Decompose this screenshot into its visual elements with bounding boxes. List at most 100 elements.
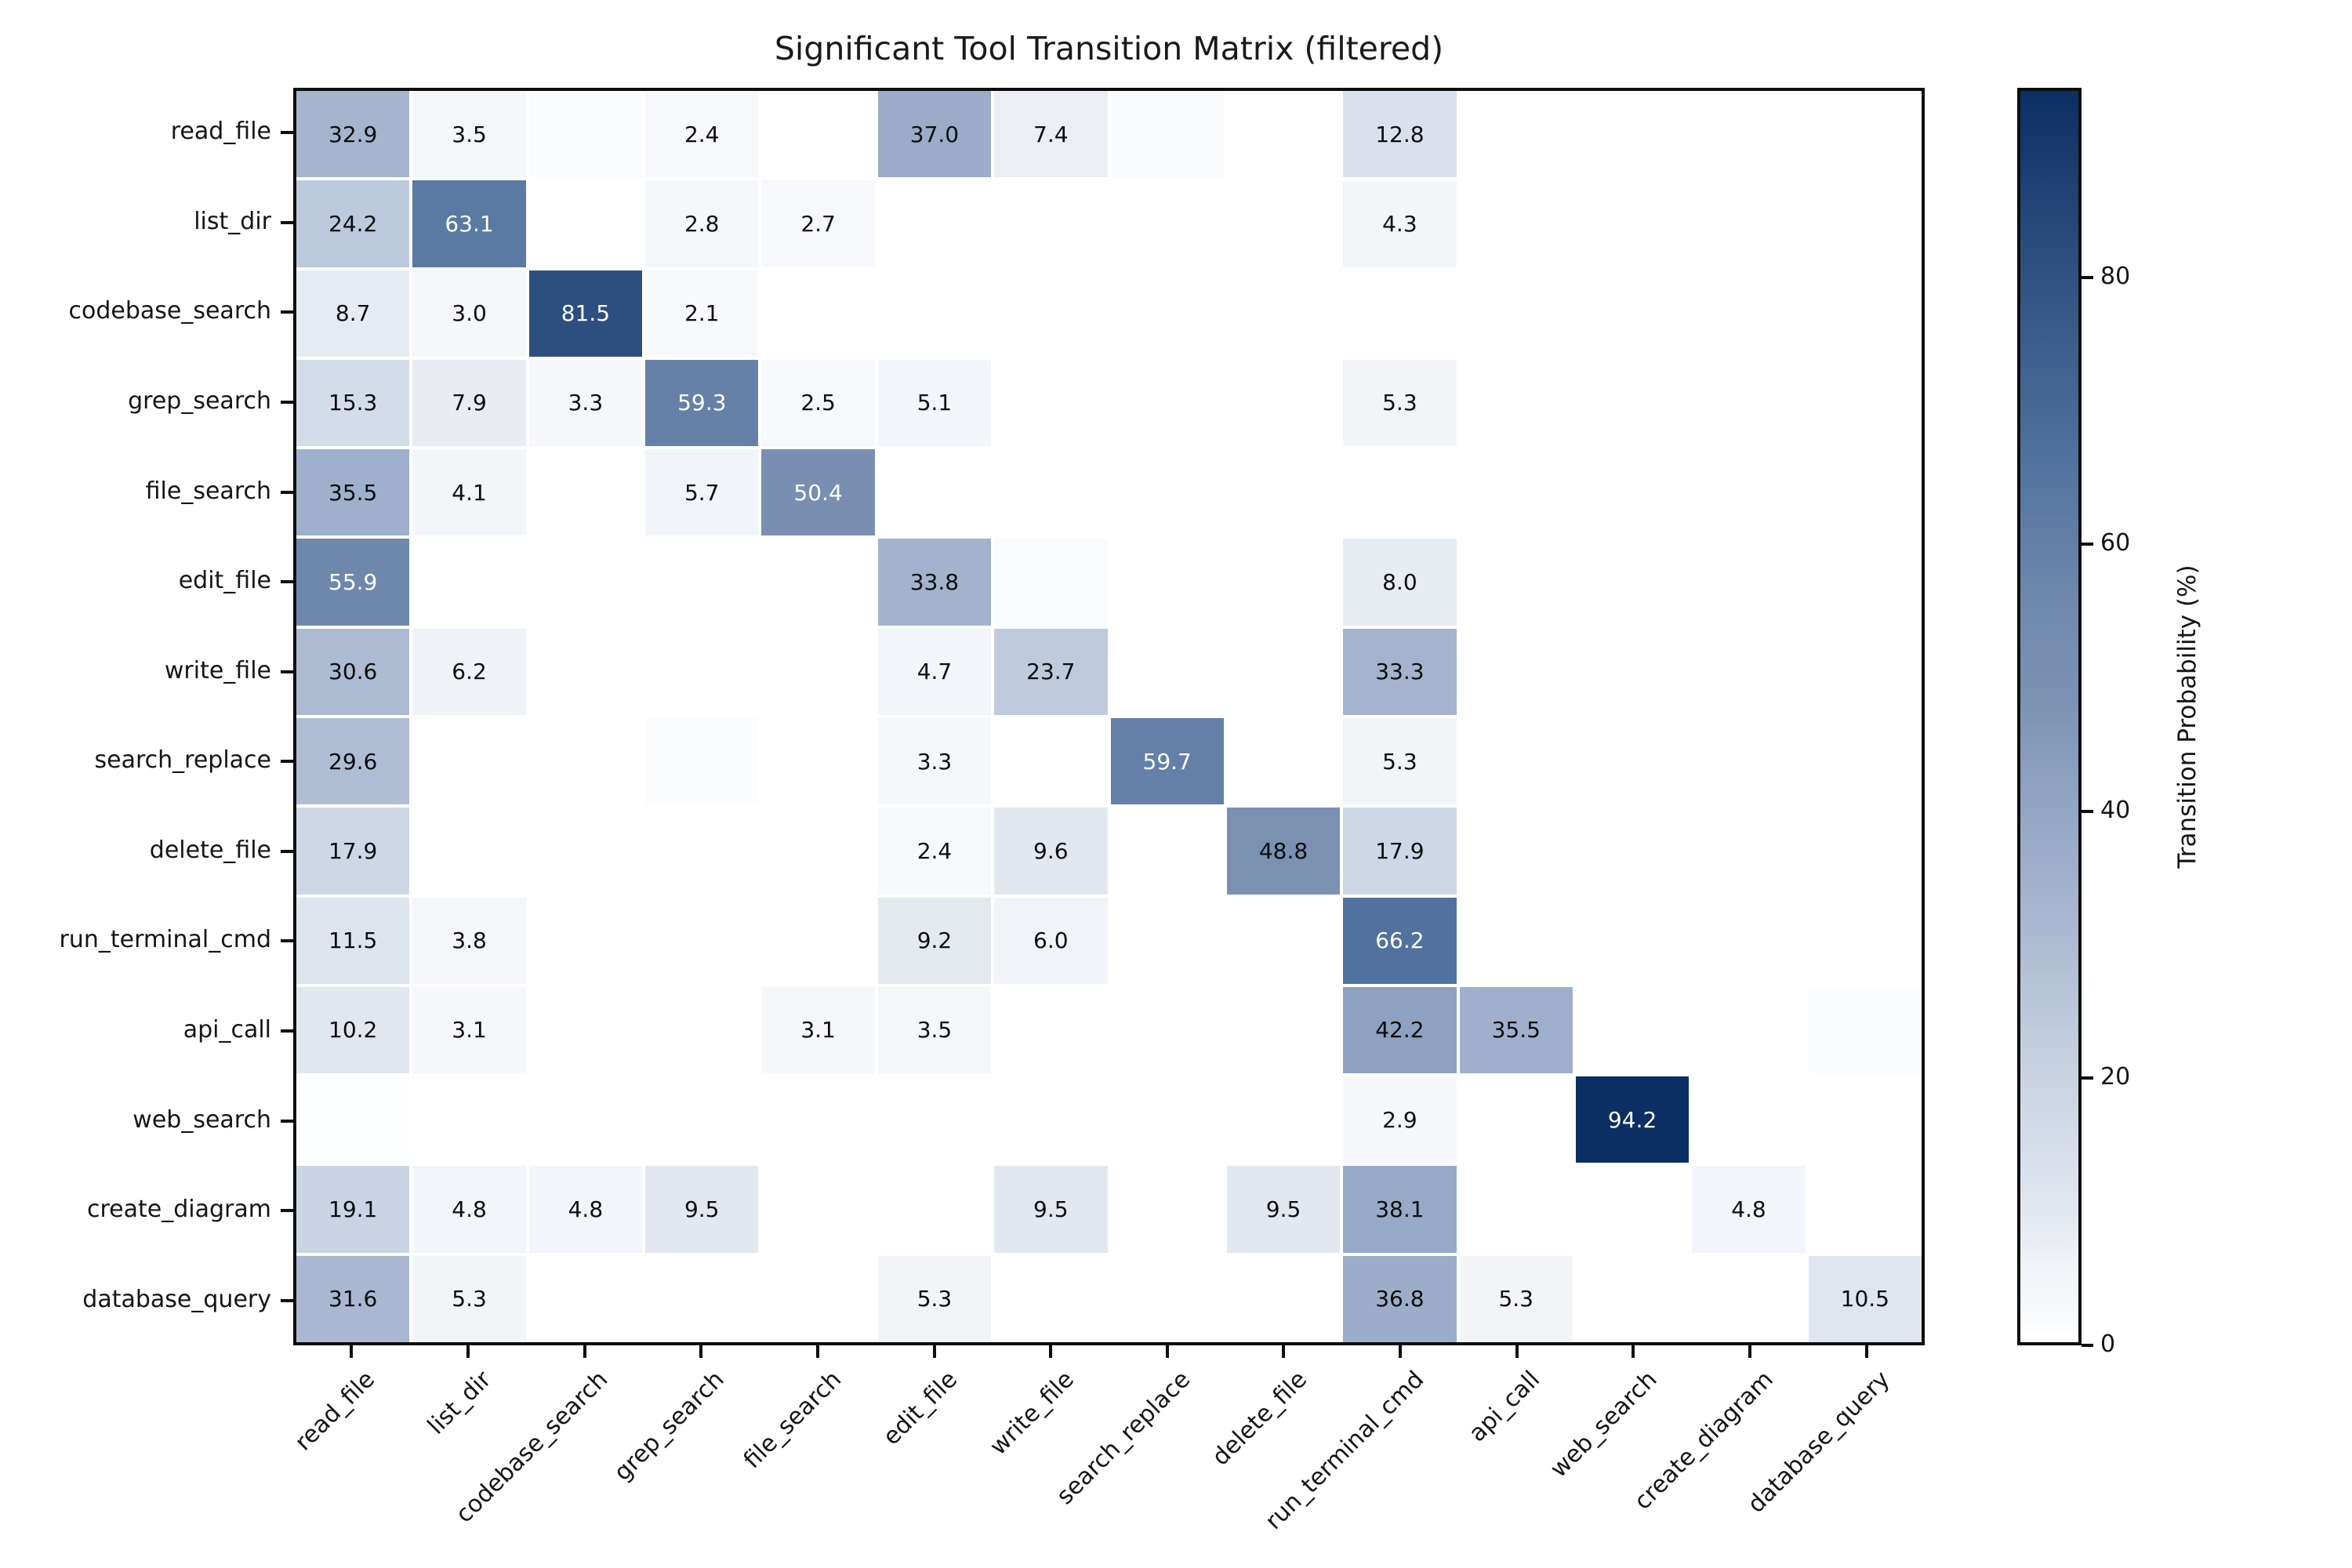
heatmap-cell: 81.5 — [528, 270, 643, 357]
heatmap-cell — [1226, 986, 1341, 1074]
heatmap-cell — [761, 1166, 875, 1253]
heatmap-cell: 4.8 — [528, 1166, 643, 1253]
heatmap-cell: 24.2 — [296, 180, 410, 267]
colorbar-tick-label: 0 — [2100, 1330, 2116, 1358]
heatmap-cell: 59.3 — [645, 359, 759, 447]
heatmap-cell: 2.4 — [645, 91, 759, 178]
heatmap-cell — [1692, 91, 1806, 178]
heatmap-cell: 33.8 — [877, 539, 992, 626]
y-tick-mark — [281, 760, 293, 764]
y-tick-label: file_search — [145, 477, 271, 505]
heatmap-cell — [1808, 359, 1922, 447]
heatmap-cell — [994, 539, 1108, 626]
heatmap-cell — [1110, 808, 1224, 895]
heatmap-cell: 37.0 — [877, 91, 992, 178]
heatmap-cell: 10.2 — [296, 986, 410, 1074]
x-tick-mark — [1049, 1345, 1053, 1358]
heatmap-cell — [528, 539, 643, 626]
y-tick-mark — [281, 490, 293, 494]
colorbar — [2017, 88, 2082, 1345]
heatmap-cell — [1459, 1166, 1573, 1253]
heatmap-cell — [1692, 449, 1806, 536]
heatmap-cell: 17.9 — [1343, 808, 1457, 895]
heatmap-cell — [877, 1166, 992, 1253]
heatmap-cell: 9.5 — [645, 1166, 759, 1253]
heatmap-cell: 35.5 — [1459, 986, 1573, 1074]
y-tick-mark — [281, 670, 293, 673]
heatmap-cell — [1692, 1076, 1806, 1163]
heatmap-cell — [761, 1255, 875, 1342]
heatmap-cell — [645, 808, 759, 895]
heatmap-cell: 4.1 — [412, 449, 526, 536]
heatmap-cell: 3.5 — [412, 91, 526, 178]
heatmap-cell: 3.8 — [412, 897, 526, 984]
heatmap-cell: 5.7 — [645, 449, 759, 536]
y-tick-mark — [281, 310, 293, 314]
heatmap-cell: 3.0 — [412, 270, 526, 357]
heatmap-cell: 2.1 — [645, 270, 759, 357]
heatmap-cell — [1226, 180, 1341, 267]
x-tick-mark — [815, 1345, 819, 1358]
heatmap-cell — [1575, 270, 1690, 357]
heatmap-cell: 9.5 — [1226, 1166, 1341, 1253]
heatmap-cell: 5.3 — [877, 1255, 992, 1342]
heatmap-cell: 42.2 — [1343, 986, 1457, 1074]
y-tick-mark — [281, 220, 293, 224]
x-tick-label: file_search — [738, 1366, 847, 1475]
heatmap-cell — [994, 180, 1108, 267]
y-tick-label: write_file — [164, 656, 271, 684]
heatmap-cell: 2.4 — [877, 808, 992, 895]
heatmap-cell — [1808, 897, 1922, 984]
y-tick-label: list_dir — [194, 207, 271, 235]
heatmap-cell — [412, 539, 526, 626]
heatmap-cell — [761, 628, 875, 715]
heatmap-cell — [412, 717, 526, 805]
heatmap-cell — [645, 539, 759, 626]
heatmap-cell: 19.1 — [296, 1166, 410, 1253]
x-tick-mark — [1282, 1345, 1286, 1358]
heatmap-cell — [761, 91, 875, 178]
heatmap-cell — [645, 897, 759, 984]
y-tick-label: web_search — [132, 1105, 271, 1134]
heatmap-cell — [1692, 717, 1806, 805]
heatmap-cell — [1692, 539, 1806, 626]
heatmap-cell: 36.8 — [1343, 1255, 1457, 1342]
heatmap-cell: 6.0 — [994, 897, 1108, 984]
heatmap-cell — [1459, 1076, 1573, 1163]
heatmap-cell: 11.5 — [296, 897, 410, 984]
heatmap-cell — [1110, 1255, 1224, 1342]
heatmap-cell — [645, 628, 759, 715]
heatmap-cell: 7.4 — [994, 91, 1108, 178]
heatmap-cell — [1692, 986, 1806, 1074]
y-tick-label: database_query — [82, 1285, 271, 1313]
y-tick-label: create_diagram — [87, 1196, 271, 1224]
heatmap-cell — [1808, 539, 1922, 626]
heatmap-cell — [1110, 359, 1224, 447]
colorbar-tick-label: 60 — [2100, 529, 2131, 557]
x-tick-label: grep_search — [608, 1366, 730, 1487]
x-tick-label: write_file — [984, 1366, 1080, 1461]
heatmap-cell: 2.8 — [645, 180, 759, 267]
x-tick-label: read_file — [289, 1366, 381, 1457]
heatmap-cell — [1808, 449, 1922, 536]
heatmap-cell — [1575, 897, 1690, 984]
y-tick-mark — [281, 939, 293, 943]
heatmap-cell — [761, 897, 875, 984]
heatmap-cell — [1575, 180, 1690, 267]
y-tick-mark — [281, 1298, 293, 1302]
heatmap-cell — [645, 1255, 759, 1342]
heatmap-cell — [1459, 180, 1573, 267]
heatmap-cell — [1575, 1166, 1690, 1253]
heatmap-cell: 5.3 — [412, 1255, 526, 1342]
colorbar-tick-mark — [2082, 809, 2093, 813]
heatmap-cell — [1575, 449, 1690, 536]
heatmap-grid: 32.9 3.5 2.4 37.0 7.4 12.8 24.2 63.1 2.8 2.7 4.3 8.… — [296, 91, 1922, 1342]
heatmap-cell — [1459, 449, 1573, 536]
heatmap-cell — [645, 717, 759, 805]
heatmap-cell — [1226, 359, 1341, 447]
heatmap-cell: 31.6 — [296, 1255, 410, 1342]
chart-title: Significant Tool Transition Matrix (filt… — [774, 30, 1444, 67]
colorbar-tick-label: 20 — [2100, 1063, 2131, 1091]
heatmap-cell — [1692, 359, 1806, 447]
heatmap-cell — [1110, 91, 1224, 178]
